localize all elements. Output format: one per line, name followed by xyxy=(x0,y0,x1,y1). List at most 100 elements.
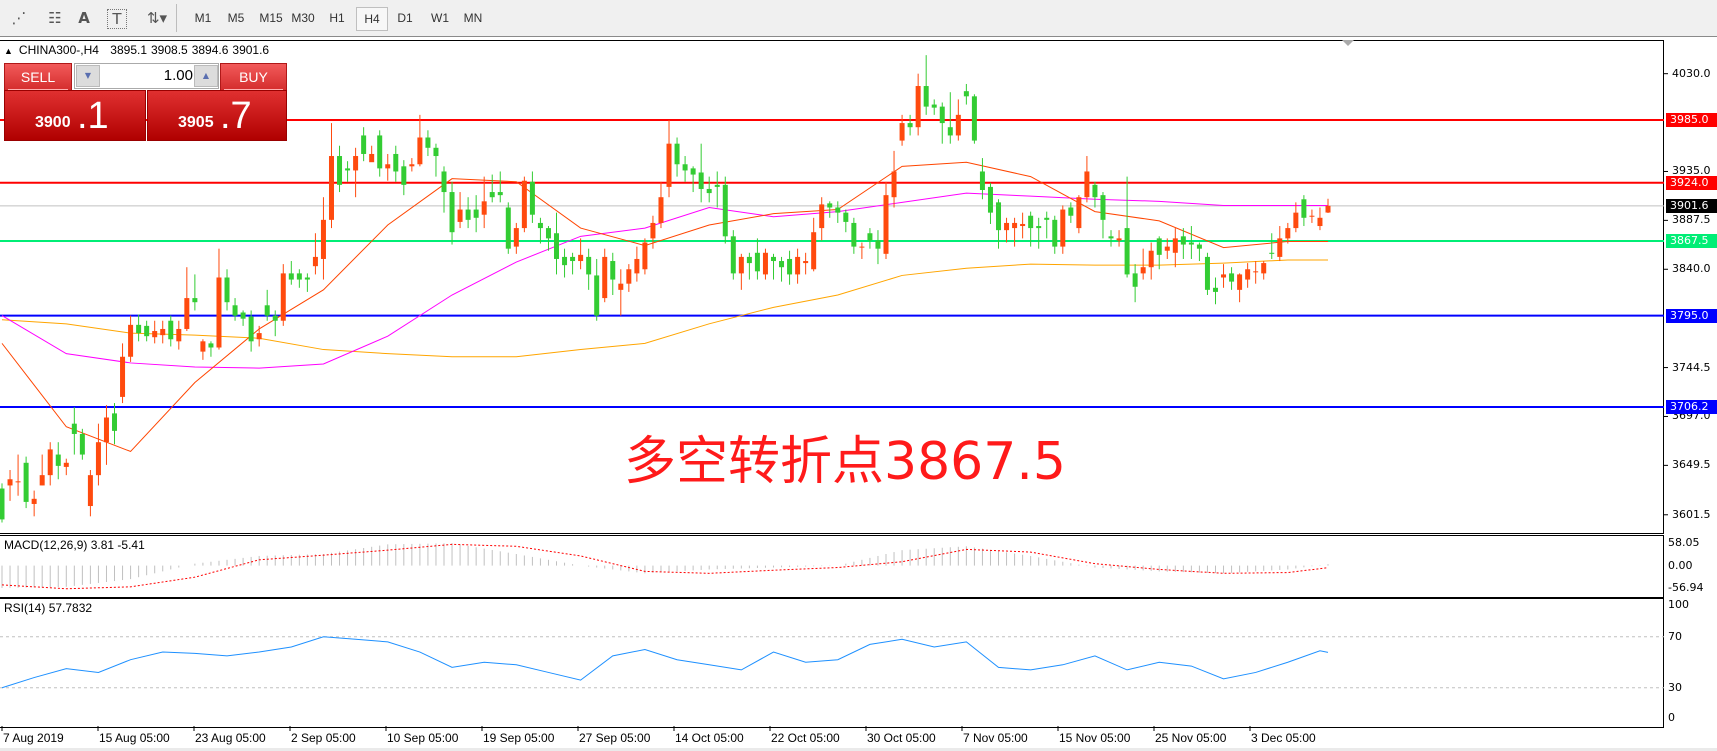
timeframe-mn[interactable]: MN xyxy=(463,11,483,25)
candle-bear xyxy=(690,168,696,175)
timeframe-h4[interactable]: H4 xyxy=(356,7,388,31)
level-price-tag: 3795.0 xyxy=(1666,308,1717,323)
candle-bull xyxy=(819,204,825,229)
candle-bull xyxy=(1116,238,1122,241)
level-price-tag: 3867.5 xyxy=(1666,233,1717,248)
candle-bull xyxy=(626,269,632,284)
volume-decrease-icon[interactable]: ▼ xyxy=(76,65,100,87)
candle-bear xyxy=(979,171,985,190)
candle-bear xyxy=(835,207,841,213)
candle-bull xyxy=(176,328,182,342)
high-value: 3908.5 xyxy=(151,43,188,57)
bid-price-tag: 3901.6 xyxy=(1666,198,1717,213)
candle-bear xyxy=(304,277,310,280)
candle-bull xyxy=(602,256,608,299)
level-price-tag: 3706.2 xyxy=(1666,399,1717,414)
toolbar: ⋰ ☷ A T ⇅▾ M1 M5 M15 M30 H1 H4 D1 W1 MN xyxy=(0,0,1717,37)
symbol-timeframe: CHINA300-,H4 xyxy=(18,43,99,57)
buy-button[interactable]: BUY xyxy=(220,63,287,91)
rsi-value: 57.7832 xyxy=(48,601,93,615)
macd-name: MACD(12,26,9) xyxy=(4,538,88,552)
timeframe-h1[interactable]: H1 xyxy=(329,11,345,25)
candle-bear xyxy=(730,236,736,274)
candle-bull xyxy=(39,475,45,486)
candle-bear xyxy=(441,171,447,193)
candle-bull xyxy=(1060,209,1066,247)
price-axis-label: 3935.0 xyxy=(1672,164,1711,178)
candle-bull xyxy=(955,114,961,136)
sell-price-button[interactable]: 3900 .1 xyxy=(4,90,146,141)
symbol-info: ▲ CHINA300-,H4 3895.1 3908.5 3894.6 3901.6 xyxy=(4,43,269,57)
text-icon[interactable]: A xyxy=(78,9,90,27)
main-chart[interactable] xyxy=(0,40,1664,534)
chart-shift-marker-icon[interactable] xyxy=(1342,40,1354,46)
candle-bear xyxy=(754,252,760,272)
candle-bull xyxy=(184,298,190,329)
candle-bear xyxy=(465,209,471,220)
candle-bear xyxy=(529,181,535,215)
close-value: 3901.6 xyxy=(232,43,270,57)
candle-bull xyxy=(618,283,624,290)
timeframe-m30[interactable]: M30 xyxy=(291,11,315,25)
macd-panel[interactable] xyxy=(0,535,1664,598)
candle-bull xyxy=(795,256,801,275)
candle-bear xyxy=(345,168,351,171)
collapse-triangle-icon[interactable]: ▲ xyxy=(4,46,13,56)
fibonacci-fan-icon[interactable]: ☷ xyxy=(48,9,62,27)
candle-bear xyxy=(714,184,720,187)
candle-bull xyxy=(1293,212,1299,229)
candle-bull xyxy=(481,201,487,215)
rsi-axis-label: 0 xyxy=(1668,711,1675,724)
candle-bull xyxy=(1285,228,1291,239)
candle-bull xyxy=(1309,215,1315,217)
volume-increase-icon[interactable]: ▲ xyxy=(194,65,218,87)
candle-bear xyxy=(1132,273,1138,287)
volume-input[interactable]: 1.00 xyxy=(163,67,193,84)
candle-bear xyxy=(1108,236,1114,239)
macd-axis-label: -56.94 xyxy=(1668,580,1704,594)
timeframe-m1[interactable]: M1 xyxy=(194,11,212,25)
candle-bear xyxy=(610,261,616,280)
macd-label: MACD(12,26,9) 3.81 -5.41 xyxy=(4,538,145,552)
candle-bear xyxy=(1188,242,1194,245)
rsi-axis-label: 30 xyxy=(1668,680,1682,694)
timeframe-m15[interactable]: M15 xyxy=(259,11,283,25)
candle-bear xyxy=(112,413,118,431)
arrows-dropdown-icon[interactable]: ⇅▾ xyxy=(146,9,168,27)
buy-price-main: 3905 xyxy=(178,114,214,131)
date-axis-label: 23 Aug 05:00 xyxy=(195,731,266,745)
candle-bear xyxy=(505,207,511,249)
text-label-icon[interactable]: T xyxy=(107,9,127,29)
candle-bear xyxy=(224,277,230,303)
candle-bull xyxy=(47,449,53,476)
candle-bear xyxy=(1052,219,1058,247)
timeframe-m5[interactable]: M5 xyxy=(227,11,245,25)
timeframe-w1[interactable]: W1 xyxy=(431,11,449,25)
candle-bear xyxy=(706,188,712,194)
candle-bull xyxy=(353,156,359,171)
timeframe-d1[interactable]: D1 xyxy=(397,11,413,25)
candle-bear xyxy=(240,312,246,319)
sell-button[interactable]: SELL xyxy=(4,63,72,91)
one-click-trading-panel: SELL ▼ 1.00 ▲ BUY 3900 .1 3905 .7 xyxy=(4,63,287,141)
date-axis-label: 7 Aug 2019 xyxy=(3,731,64,745)
date-axis-label: 2 Sep 05:00 xyxy=(291,731,356,745)
candle-bear xyxy=(931,104,937,108)
candle-bull xyxy=(103,417,109,443)
candle-bull xyxy=(15,481,21,483)
candle-bear xyxy=(1044,217,1050,220)
candle-bear xyxy=(554,233,560,259)
fibonacci-expansion-icon[interactable]: ⋰ xyxy=(11,9,27,27)
date-axis-label: 27 Sep 05:00 xyxy=(579,731,651,745)
buy-price-button[interactable]: 3905 .7 xyxy=(147,90,287,141)
rsi-label: RSI(14) 57.7832 xyxy=(4,601,92,615)
candle-bear xyxy=(1156,238,1162,255)
candle-bear xyxy=(1204,256,1210,290)
candle-bear xyxy=(1180,236,1186,245)
candle-bear xyxy=(971,96,977,141)
candle-bull xyxy=(1172,238,1178,253)
candle-bear xyxy=(698,172,704,189)
rsi-panel[interactable] xyxy=(0,598,1664,728)
candle-bull xyxy=(1012,222,1018,229)
buy-price-fraction: .7 xyxy=(220,95,252,137)
